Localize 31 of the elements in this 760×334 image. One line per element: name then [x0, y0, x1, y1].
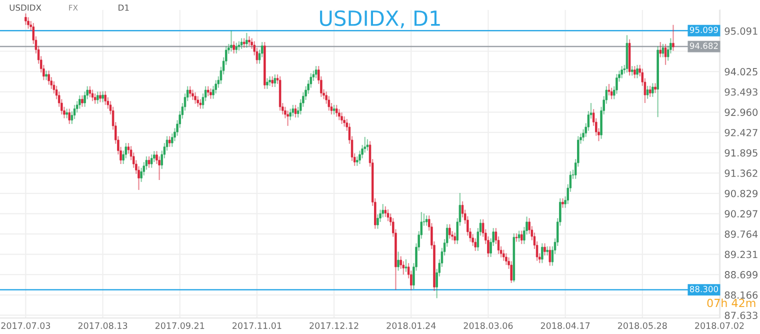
- y-tick-label: 89.764: [724, 230, 758, 238]
- y-tick-label: 91.362: [724, 170, 758, 177]
- y-tick-label: 92.427: [724, 128, 758, 136]
- x-tick-label: 2017.11.01: [232, 322, 282, 329]
- y-tick-label: 87.633: [724, 312, 758, 320]
- x-tick-label: 2017.12.12: [310, 322, 358, 329]
- y-tick-label: 90.297: [724, 210, 758, 218]
- ref-line-label: 95.099: [690, 26, 718, 34]
- annotation: D1: [118, 4, 129, 11]
- y-tick-label: 93.493: [724, 88, 758, 96]
- y-tick-label: 94.025: [724, 68, 758, 76]
- x-tick-label: 2018.01.24: [386, 322, 436, 329]
- annotation: 07h 42m: [707, 298, 756, 308]
- y-tick-label: 92.960: [724, 108, 758, 116]
- x-tick-label: 2017.08.13: [78, 322, 128, 329]
- y-tick-label: 88.166: [724, 291, 758, 299]
- y-tick-label: 91.895: [724, 149, 758, 157]
- x-tick-label: 2018.07.02: [695, 322, 744, 329]
- y-tick-label: 88.699: [724, 271, 758, 278]
- y-tick-label: 95.091: [724, 27, 758, 35]
- x-tick-label: 2018.05.28: [618, 322, 667, 329]
- annotation: USDIDX: [10, 4, 42, 11]
- ref-line-label: 94.682: [690, 42, 718, 49]
- y-tick-label: 90.829: [724, 190, 758, 198]
- x-tick-label: 2017.07.03: [1, 322, 50, 329]
- chart-title: USDIDX, D1: [320, 10, 440, 28]
- x-tick-label: 2018.04.17: [540, 322, 590, 329]
- ref-line-label: 88.300: [690, 286, 718, 292]
- x-tick-label: 2017.09.21: [155, 322, 204, 329]
- x-tick-label: 2018.03.06: [464, 322, 513, 329]
- y-tick-label: 89.231: [724, 250, 758, 258]
